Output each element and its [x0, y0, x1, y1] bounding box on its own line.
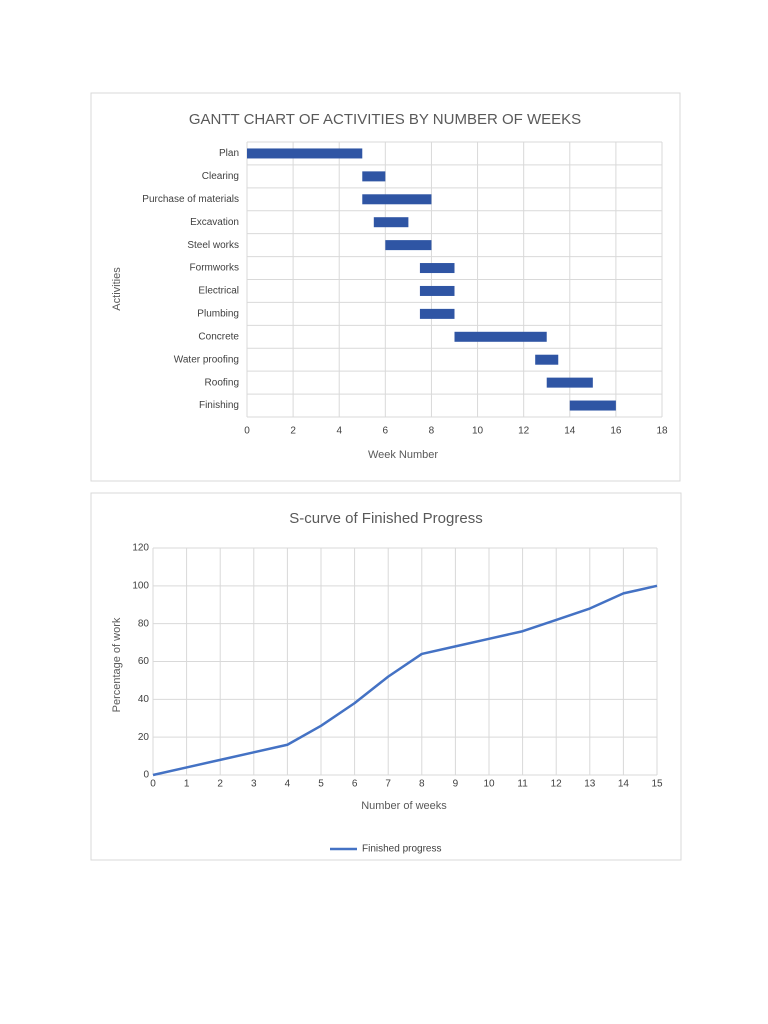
y-tick-label: Purchase of materials: [142, 194, 239, 205]
y-tick-label: Finishing: [199, 400, 239, 411]
x-tick-label: 18: [656, 426, 668, 437]
x-tick-label: 1: [184, 779, 190, 790]
x-tick-label: 7: [385, 779, 391, 790]
y-tick-label: Clearing: [202, 171, 239, 182]
gantt-bar: [454, 331, 547, 342]
y-tick-label: 20: [138, 732, 150, 743]
gantt-bar: [546, 377, 593, 388]
y-tick-label: 40: [138, 694, 150, 705]
gantt-bar: [535, 354, 559, 365]
x-tick-label: 4: [336, 426, 342, 437]
y-tick-label: Roofing: [205, 377, 239, 388]
chart-title: S-curve of Finished Progress: [289, 510, 482, 527]
x-tick-label: 5: [318, 779, 324, 790]
gantt-bar: [569, 400, 616, 411]
gantt-bar: [419, 308, 455, 319]
x-axis-label: Number of weeks: [361, 800, 447, 812]
gantt-bar: [362, 171, 386, 182]
gantt-bar: [419, 285, 455, 296]
gantt-bar: [247, 148, 363, 159]
x-tick-label: 6: [352, 779, 358, 790]
x-tick-label: 0: [244, 426, 250, 437]
y-tick-label: Water proofing: [174, 354, 239, 365]
gantt-bar: [385, 240, 432, 251]
y-tick-label: Plan: [219, 148, 239, 159]
x-tick-label: 11: [517, 779, 528, 790]
x-tick-label: 6: [383, 426, 389, 437]
y-tick-label: 80: [138, 618, 150, 629]
y-tick-label: Plumbing: [197, 309, 239, 320]
x-tick-label: 12: [518, 426, 530, 437]
x-tick-label: 10: [483, 779, 495, 790]
y-tick-label: Steel works: [187, 240, 239, 251]
x-tick-label: 13: [584, 779, 596, 790]
y-tick-label: 120: [132, 543, 149, 554]
x-tick-label: 4: [285, 779, 291, 790]
x-tick-label: 15: [651, 779, 663, 790]
chart-frame: [90, 492, 682, 861]
legend-label: Finished progress: [362, 844, 441, 855]
y-tick-label: Excavation: [190, 217, 239, 228]
x-tick-label: 2: [290, 426, 296, 437]
x-tick-label: 9: [453, 779, 459, 790]
chart-title: GANTT CHART OF ACTIVITIES BY NUMBER OF W…: [189, 111, 581, 128]
gantt-bar: [419, 263, 455, 274]
x-tick-label: 3: [251, 779, 257, 790]
y-axis-label: Activities: [111, 267, 123, 311]
x-tick-label: 10: [472, 426, 484, 437]
x-tick-label: 8: [429, 426, 435, 437]
y-tick-label: 60: [138, 656, 150, 667]
x-axis-label: Week Number: [368, 449, 438, 461]
x-tick-label: 16: [610, 426, 622, 437]
x-tick-label: 8: [419, 779, 425, 790]
y-tick-label: Formworks: [190, 263, 239, 274]
gantt-bar: [362, 194, 432, 205]
y-tick-label: 100: [132, 580, 149, 591]
y-tick-label: Concrete: [198, 331, 239, 342]
x-tick-label: 14: [564, 426, 576, 437]
y-tick-label: 0: [143, 770, 149, 781]
x-tick-label: 2: [217, 779, 223, 790]
line-series: [152, 584, 658, 777]
y-tick-label: Electrical: [198, 286, 239, 297]
y-axis-label: Percentage of work: [111, 617, 123, 712]
x-tick-label: 14: [618, 779, 630, 790]
x-tick-label: 12: [551, 779, 563, 790]
x-tick-label: 0: [150, 779, 156, 790]
gantt-bar: [373, 217, 409, 228]
